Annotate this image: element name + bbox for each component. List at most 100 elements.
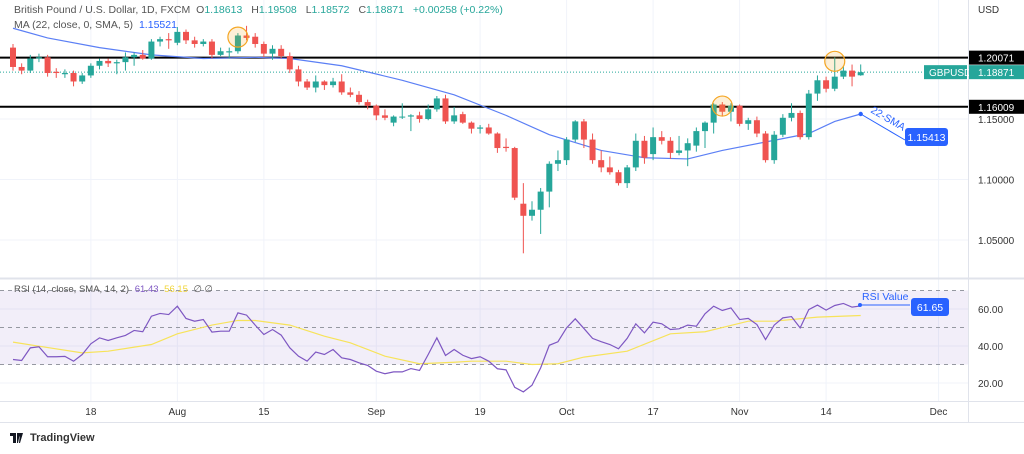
candle bbox=[667, 137, 674, 159]
highlight-circle bbox=[227, 26, 249, 48]
ohlc-open: O1.18613 bbox=[196, 4, 243, 16]
sma-badge bbox=[905, 128, 948, 146]
candle-body bbox=[174, 31, 181, 43]
candle bbox=[606, 156, 613, 175]
candle bbox=[650, 127, 657, 161]
candle-body bbox=[113, 62, 120, 64]
candle bbox=[217, 47, 224, 57]
candle-body bbox=[165, 39, 172, 41]
candle bbox=[208, 39, 215, 59]
candle bbox=[139, 50, 146, 60]
candle bbox=[762, 131, 769, 163]
candle bbox=[113, 59, 120, 75]
candle-body bbox=[35, 57, 42, 59]
symbol-title[interactable]: British Pound / U.S. Dollar, 1D, FXCM bbox=[14, 4, 191, 16]
candle-body bbox=[157, 39, 164, 42]
price-tick: 1.05000 bbox=[978, 236, 1015, 247]
candle bbox=[364, 99, 371, 110]
candle-body bbox=[217, 51, 224, 55]
time-label: 15 bbox=[258, 407, 270, 418]
candle bbox=[407, 114, 414, 132]
candle-body bbox=[338, 81, 345, 93]
candle bbox=[27, 54, 34, 74]
candle-body bbox=[485, 127, 492, 134]
candle-body bbox=[87, 65, 94, 76]
candles bbox=[10, 25, 864, 254]
candle bbox=[459, 111, 466, 124]
candle bbox=[624, 164, 631, 188]
rsi-guides bbox=[0, 290, 968, 365]
candle bbox=[823, 76, 830, 93]
candle-body bbox=[511, 148, 518, 198]
candle-body bbox=[416, 115, 423, 119]
time-label: 17 bbox=[648, 407, 660, 418]
ma-legend[interactable]: MA (22, close, 0, SMA, 5) 1.15521 bbox=[14, 19, 180, 31]
resistance-price-badge bbox=[969, 50, 1024, 65]
main-legend: British Pound / U.S. Dollar, 1D, FXCM O1… bbox=[14, 4, 506, 16]
rsi-annotation-dot bbox=[858, 303, 862, 307]
candle bbox=[286, 52, 293, 74]
candle bbox=[44, 54, 51, 77]
sma-badge-text: 1.15413 bbox=[908, 132, 946, 144]
candle bbox=[468, 121, 475, 134]
price-tick: 1.15000 bbox=[978, 115, 1015, 126]
candle bbox=[416, 111, 423, 123]
candle-body bbox=[390, 116, 397, 123]
candle bbox=[191, 36, 198, 48]
candle bbox=[70, 70, 77, 87]
highlight-circle bbox=[824, 50, 846, 72]
candle-body bbox=[330, 81, 337, 86]
candle-body bbox=[70, 73, 77, 82]
candle bbox=[183, 29, 189, 44]
candle bbox=[857, 64, 864, 76]
candle-body bbox=[788, 112, 795, 118]
candle-body bbox=[632, 140, 639, 168]
candle bbox=[745, 117, 752, 130]
candle-body bbox=[364, 102, 371, 106]
candle-body bbox=[468, 122, 475, 129]
candle bbox=[589, 133, 596, 164]
candle bbox=[96, 58, 103, 70]
candle bbox=[425, 104, 432, 121]
candle-body bbox=[753, 120, 760, 134]
candle-body bbox=[693, 131, 700, 146]
candle-body bbox=[44, 57, 51, 74]
candle-body bbox=[451, 115, 458, 122]
candle bbox=[814, 75, 821, 101]
candle bbox=[788, 103, 795, 122]
candle bbox=[321, 80, 328, 90]
candle-body bbox=[857, 72, 864, 76]
candle-body bbox=[580, 121, 587, 140]
candle bbox=[736, 104, 743, 127]
candle-body bbox=[425, 109, 432, 119]
sma-annotation-line bbox=[860, 113, 906, 141]
tradingview-logo[interactable]: TradingView bbox=[10, 432, 95, 444]
candle-body bbox=[676, 150, 683, 153]
candle-body bbox=[503, 146, 510, 149]
candle bbox=[805, 89, 812, 140]
time-label: Nov bbox=[731, 407, 749, 418]
candle-body bbox=[61, 73, 68, 75]
candle bbox=[18, 63, 25, 75]
candle bbox=[79, 73, 86, 84]
candle bbox=[485, 123, 492, 135]
time-axis[interactable]: 18 Aug 15 Sep 19 Oct 17 Nov 14 Dec bbox=[85, 407, 947, 418]
candle bbox=[10, 43, 16, 71]
candle-body bbox=[537, 191, 544, 210]
price-axis[interactable]: USD 1.15000 1.10000 1.05000 1.20071 1.16… bbox=[924, 5, 1024, 390]
candle bbox=[165, 33, 172, 49]
candle bbox=[295, 65, 302, 87]
candle-body bbox=[407, 115, 414, 117]
rsi-legend[interactable]: RSI (14, close, SMA, 14, 2) 61.43 56.15 … bbox=[14, 284, 216, 295]
candle-body bbox=[650, 137, 657, 155]
candle-body bbox=[736, 105, 743, 124]
candle-body bbox=[727, 105, 734, 112]
candle-body bbox=[658, 137, 665, 141]
sma-annotation: 22-SMA 1.15413 bbox=[858, 104, 948, 146]
candle-body bbox=[226, 51, 233, 53]
rsi-badge bbox=[911, 298, 949, 316]
candle bbox=[727, 103, 734, 122]
horizontal-levels bbox=[0, 56, 968, 108]
candle bbox=[53, 68, 60, 78]
